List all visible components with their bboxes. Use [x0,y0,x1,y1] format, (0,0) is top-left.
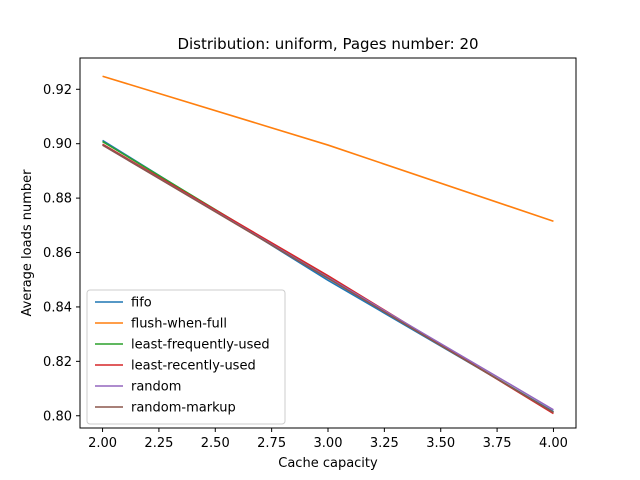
series-line-5 [102,144,554,414]
legend-entry: least-frequently-used [131,338,270,353]
chart-title: Distribution: uniform, Pages number: 20 [177,35,478,53]
y-tick-label: 0.82 [43,355,72,370]
x-tick-label: 4.00 [539,436,568,451]
x-tick-label: 2.25 [144,436,173,451]
legend-entry: fifo [131,296,152,311]
x-tick-label: 2.50 [201,436,230,451]
x-tick-label: 3.25 [370,436,399,451]
plot-lines [102,75,554,415]
x-tick-label: 3.75 [483,436,512,451]
y-tick-label: 0.80 [43,409,72,424]
legend-entry: random-markup [131,401,236,416]
legend-entry: random [131,380,181,395]
legend-box [86,289,286,425]
x-tick-label: 2.75 [257,436,286,451]
y-tick-label: 0.86 [43,246,72,261]
legend: fifo flush-when-full least-frequently-used… [86,289,286,425]
x-tick-label: 3.00 [314,436,343,451]
series-line-1 [102,75,554,222]
y-tick-label: 0.84 [43,300,72,315]
y-tick-label: 0.90 [43,137,72,152]
y-axis: 0.80 0.82 0.84 0.86 0.88 0.90 0.92 [43,83,80,424]
legend-entry: least-recently-used [131,359,256,374]
y-tick-label: 0.92 [43,83,72,98]
x-tick-label: 2.00 [88,436,117,451]
x-tick-label: 3.50 [426,436,455,451]
x-axis: 2.00 2.25 2.50 2.75 3.00 3.25 3.50 3.75 4.00 [88,428,568,451]
x-axis-label: Cache capacity [278,456,378,471]
legend-entry: flush-when-full [131,317,227,332]
y-axis-label: Average loads number [20,169,35,317]
y-tick-label: 0.88 [43,192,72,207]
